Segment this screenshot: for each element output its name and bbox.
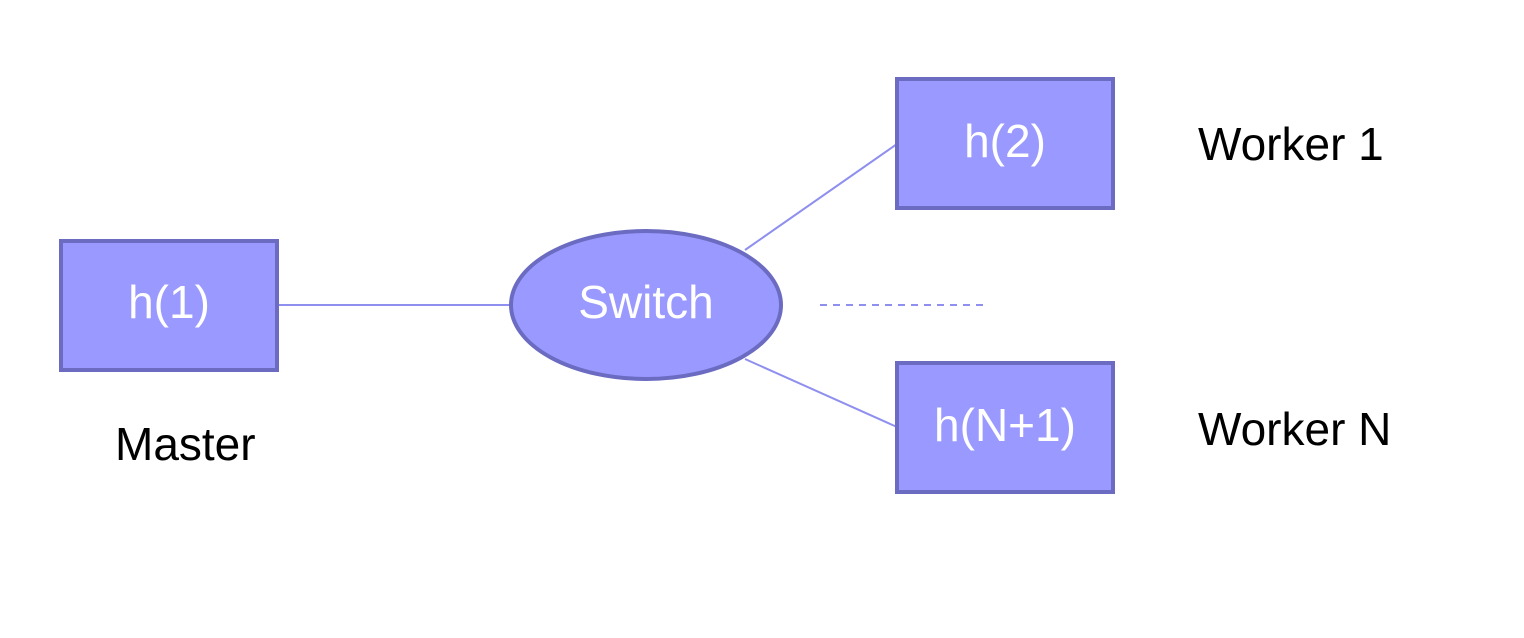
worker-1-host-node: h(2) xyxy=(895,77,1115,210)
master-host-node: h(1) xyxy=(59,239,279,372)
switch-node: Switch xyxy=(509,229,783,381)
master-host-label: h(1) xyxy=(128,276,210,328)
worker-n-host-label: h(N+1) xyxy=(934,399,1076,451)
link-switch-worker-1 xyxy=(744,143,898,251)
master-role-label: Master xyxy=(115,418,256,470)
worker-n-role-label: Worker N xyxy=(1198,403,1391,455)
link-switch-worker-n xyxy=(744,358,898,428)
worker-1-role-label: Worker 1 xyxy=(1198,118,1384,170)
switch-label: Switch xyxy=(578,276,713,328)
worker-1-host-label: h(2) xyxy=(964,115,1046,167)
worker-n-host-node: h(N+1) xyxy=(895,361,1115,494)
